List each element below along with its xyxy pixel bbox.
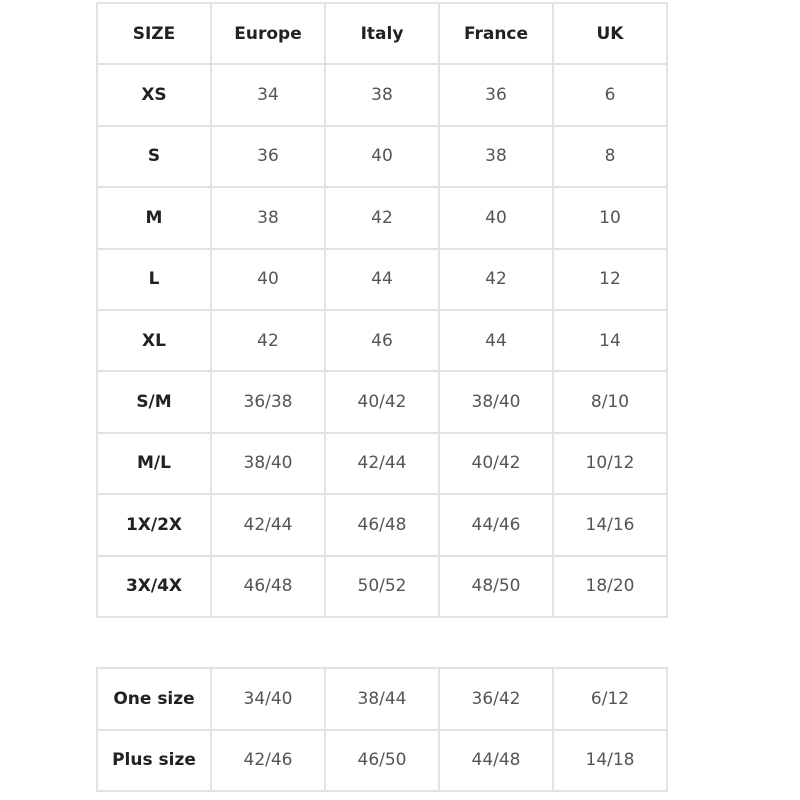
size-value-cell: 46/50 [324,728,440,792]
size-label-cell: M [96,186,212,250]
size-value-cell: 14/18 [552,728,668,792]
table-row: XS 34 38 36 6 [96,63,668,127]
size-value-cell: 40 [210,247,326,311]
size-value-cell: 34 [210,63,326,127]
size-value-cell: 38 [210,186,326,250]
size-value-cell: 10/12 [552,431,668,496]
size-value-cell: 44 [438,308,554,373]
size-value-cell: 46 [324,308,440,373]
size-label-cell: 1X/2X [96,493,212,557]
column-header: Italy [324,1,440,66]
size-value-cell: 14 [552,308,668,373]
table-row: XL 42 46 44 14 [96,308,668,373]
size-label-cell: XL [96,308,212,373]
size-label-cell: S/M [96,370,212,434]
size-value-cell: 18/20 [552,554,668,618]
table-row: 1X/2X 42/44 46/48 44/46 14/16 [96,493,668,557]
size-value-cell: 8/10 [552,370,668,434]
size-value-cell: 42 [210,308,326,373]
size-value-cell: 40/42 [324,370,440,434]
size-label-cell: One size [96,667,212,731]
size-value-cell: 8 [552,124,668,189]
table-row: 3X/4X 46/48 50/52 48/50 18/20 [96,554,668,618]
size-value-cell: 10 [552,186,668,250]
column-header: SIZE [96,1,212,66]
size-value-cell: 44 [324,247,440,311]
size-value-cell: 46/48 [210,554,326,618]
size-value-cell: 42 [324,186,440,250]
size-value-cell: 14/16 [552,493,668,557]
column-header: France [438,1,554,66]
size-value-cell: 44/48 [438,728,554,792]
size-value-cell: 44/46 [438,493,554,557]
size-value-cell: 48/50 [438,554,554,618]
size-value-cell: 42 [438,247,554,311]
size-value-cell: 50/52 [324,554,440,618]
column-header: Europe [210,1,326,66]
size-value-cell: 6/12 [552,667,668,731]
size-label-cell: S [96,124,212,189]
size-label-cell: M/L [96,431,212,496]
size-value-cell: 40 [438,186,554,250]
size-label-cell: Plus size [96,728,212,792]
table-row: M 38 42 40 10 [96,186,668,250]
size-value-cell: 36 [210,124,326,189]
table-row: S 36 40 38 8 [96,124,668,189]
size-value-cell: 38/40 [438,370,554,434]
header-row: SIZE Europe Italy France UK [96,1,668,66]
size-label-cell: 3X/4X [96,554,212,618]
size-value-cell: 38/40 [210,431,326,496]
size-value-cell: 6 [552,63,668,127]
size-value-cell: 46/48 [324,493,440,557]
size-value-cell: 42/44 [210,493,326,557]
size-value-cell: 40/42 [438,431,554,496]
size-value-cell: 36/38 [210,370,326,434]
table-row: L 40 44 42 12 [96,247,668,311]
size-value-cell: 12 [552,247,668,311]
table-row: Plus size 42/46 46/50 44/48 14/18 [96,728,668,792]
size-value-cell: 36 [438,63,554,127]
size-conversion-table: SIZE Europe Italy France UK XS 34 38 36 6 S 36 40 38 8… [96,1,668,618]
size-value-cell: 42/44 [324,431,440,496]
size-value-cell: 42/46 [210,728,326,792]
size-label-cell: XS [96,63,212,127]
size-value-cell: 40 [324,124,440,189]
size-value-cell: 36/42 [438,667,554,731]
size-value-cell: 38 [438,124,554,189]
size-label-cell: L [96,247,212,311]
size-value-cell: 38 [324,63,440,127]
table-row: S/M 36/38 40/42 38/40 8/10 [96,370,668,434]
column-header: UK [552,1,668,66]
special-size-table: One size 34/40 38/44 36/42 6/12 Plus size 42/4… [96,667,668,792]
table-row: M/L 38/40 42/44 40/42 10/12 [96,431,668,496]
size-value-cell: 38/44 [324,667,440,731]
size-value-cell: 34/40 [210,667,326,731]
table-row: One size 34/40 38/44 36/42 6/12 [96,667,668,731]
